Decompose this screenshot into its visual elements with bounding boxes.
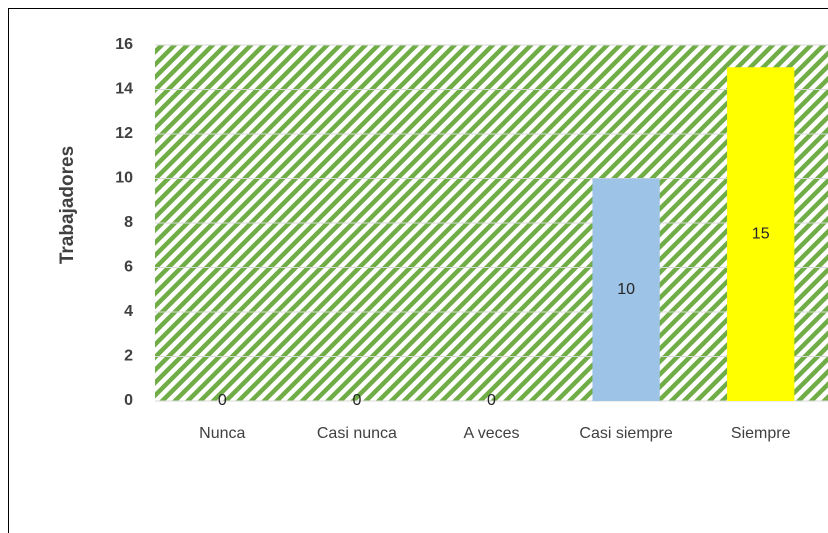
bar (727, 67, 795, 401)
value-label: 0 (218, 392, 227, 409)
y-tick-label: 16 (115, 36, 133, 53)
x-tick-label: Casi siempre (579, 425, 672, 442)
y-tick-label: 8 (124, 214, 133, 231)
value-label: 0 (487, 392, 496, 409)
value-label: 15 (752, 225, 770, 242)
y-tick-label: 10 (115, 170, 133, 187)
chart-border (8, 8, 828, 533)
value-label: 0 (352, 392, 361, 409)
value-label: 10 (617, 281, 635, 298)
x-tick-label: Siempre (731, 425, 791, 442)
x-tick-label: Casi nunca (317, 425, 397, 442)
y-tick-label: 6 (124, 259, 133, 276)
y-axis-label: Trabajadores (57, 146, 78, 264)
y-tick-label: 14 (115, 81, 133, 98)
y-tick-label: 12 (115, 125, 133, 142)
y-tick-label: 2 (124, 348, 133, 365)
x-tick-label: A veces (463, 425, 519, 442)
x-tick-label: Nunca (199, 425, 245, 442)
y-tick-label: 0 (124, 392, 133, 409)
bar (592, 178, 660, 401)
y-tick-label: 4 (124, 303, 133, 320)
